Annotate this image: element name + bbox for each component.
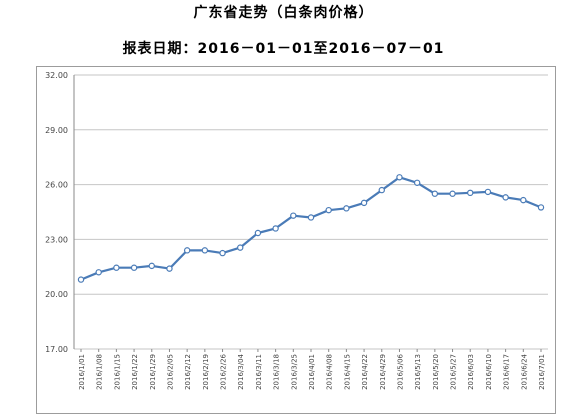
chart-frame — [36, 66, 556, 414]
data-point — [307, 214, 315, 221]
x-tick-label: 2016/3/04 — [237, 353, 245, 389]
x-tick-label: 2016/1/15 — [113, 354, 121, 390]
data-point — [343, 205, 350, 212]
y-tick-label: 29.00 — [45, 126, 68, 135]
data-point — [502, 194, 509, 201]
data-point — [166, 265, 173, 272]
x-tick-label: 2016/2/19 — [202, 354, 210, 390]
data-point — [360, 199, 368, 207]
y-tick-label: 17.00 — [45, 345, 68, 354]
x-tick-label: 2016/6/17 — [503, 354, 511, 390]
data-point — [254, 229, 262, 237]
x-tick-label: 2016/3/25 — [290, 354, 298, 390]
x-tick-label: 2016/1/01 — [78, 354, 86, 390]
data-point — [290, 212, 297, 219]
data-point — [95, 269, 102, 276]
data-point — [467, 189, 474, 197]
data-point — [237, 244, 244, 251]
x-tick-label: 2016/1/08 — [96, 354, 104, 390]
x-tick-label: 2016/2/12 — [184, 354, 192, 390]
x-tick-label: 2016/1/29 — [149, 354, 157, 390]
x-tick-label: 2016/6/03 — [467, 354, 475, 390]
x-tick-label: 2016/5/13 — [414, 354, 422, 390]
x-tick-label: 2016/6/10 — [485, 354, 493, 390]
data-point — [484, 188, 492, 196]
data-point — [325, 206, 332, 214]
data-point — [148, 262, 155, 270]
x-tick-label: 2016/2/26 — [220, 353, 228, 389]
x-tick-label: 2016/4/22 — [361, 354, 369, 390]
x-tick-label: 2016/4/29 — [379, 354, 387, 390]
x-tick-label: 2016/4/08 — [326, 354, 334, 390]
y-tick-label: 20.00 — [45, 290, 68, 299]
data-point — [219, 249, 226, 257]
x-tick-label: 2016/5/20 — [432, 354, 440, 390]
data-point — [520, 196, 527, 204]
data-point — [201, 247, 209, 254]
data-point — [77, 276, 85, 283]
chart-subtitle: 报表日期：2016－01－01至2016－07－01 — [122, 41, 445, 57]
data-point — [537, 204, 545, 211]
data-point — [183, 247, 191, 254]
y-tick-label: 23.00 — [45, 235, 68, 244]
data-point — [378, 186, 385, 194]
x-tick-label: 2016/4/01 — [308, 354, 316, 390]
data-point — [396, 174, 403, 181]
data-point — [449, 190, 456, 197]
x-tick-label: 2016/1/22 — [131, 354, 139, 390]
x-tick-label: 2016/3/18 — [273, 354, 281, 390]
x-tick-label: 2016/4/15 — [343, 354, 351, 390]
data-point — [113, 264, 120, 271]
y-tick-label: 32.00 — [45, 71, 68, 80]
data-point — [130, 264, 138, 271]
data-point — [413, 179, 421, 186]
y-tick-label: 26.00 — [45, 181, 68, 190]
data-point — [431, 190, 439, 197]
data-point — [272, 225, 279, 232]
chart-title: 广东省走势（白条肉价格） — [193, 5, 374, 21]
x-tick-label: 2016/2/05 — [166, 354, 174, 390]
x-tick-label: 2016/6/24 — [520, 353, 528, 389]
x-tick-label: 2016/7/01 — [538, 354, 546, 390]
x-tick-label: 2016/3/11 — [255, 354, 263, 390]
x-tick-label: 2016/5/27 — [450, 354, 458, 390]
x-tick-label: 2016/5/06 — [396, 353, 404, 389]
